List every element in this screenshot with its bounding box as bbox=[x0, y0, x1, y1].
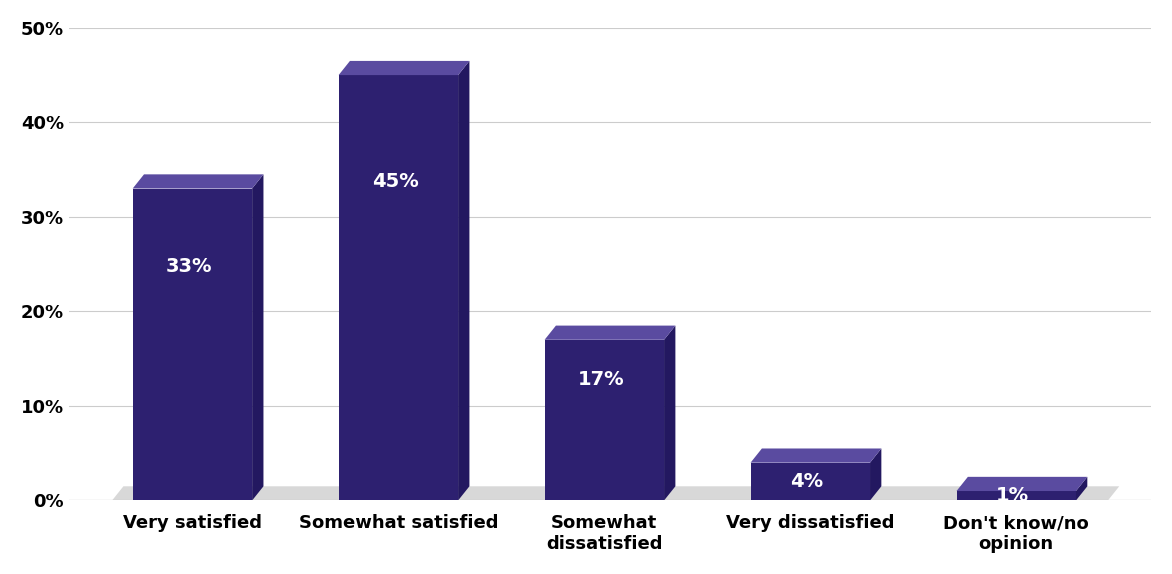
Polygon shape bbox=[545, 325, 675, 340]
Polygon shape bbox=[458, 61, 470, 501]
Bar bbox=[545, 340, 665, 501]
Polygon shape bbox=[870, 448, 881, 501]
Text: 4%: 4% bbox=[790, 472, 824, 491]
Bar bbox=[339, 75, 458, 501]
Text: 45%: 45% bbox=[372, 172, 418, 191]
Polygon shape bbox=[956, 477, 1088, 491]
Bar bbox=[956, 491, 1076, 501]
Polygon shape bbox=[665, 325, 675, 501]
Text: 1%: 1% bbox=[996, 486, 1029, 505]
Polygon shape bbox=[132, 174, 264, 188]
Bar bbox=[750, 463, 870, 501]
Polygon shape bbox=[113, 486, 1119, 501]
Polygon shape bbox=[1076, 477, 1088, 501]
Polygon shape bbox=[339, 61, 470, 75]
Text: 17%: 17% bbox=[578, 370, 625, 389]
Polygon shape bbox=[252, 174, 264, 501]
Polygon shape bbox=[750, 448, 881, 463]
Text: 33%: 33% bbox=[165, 257, 212, 276]
Bar bbox=[132, 188, 252, 501]
